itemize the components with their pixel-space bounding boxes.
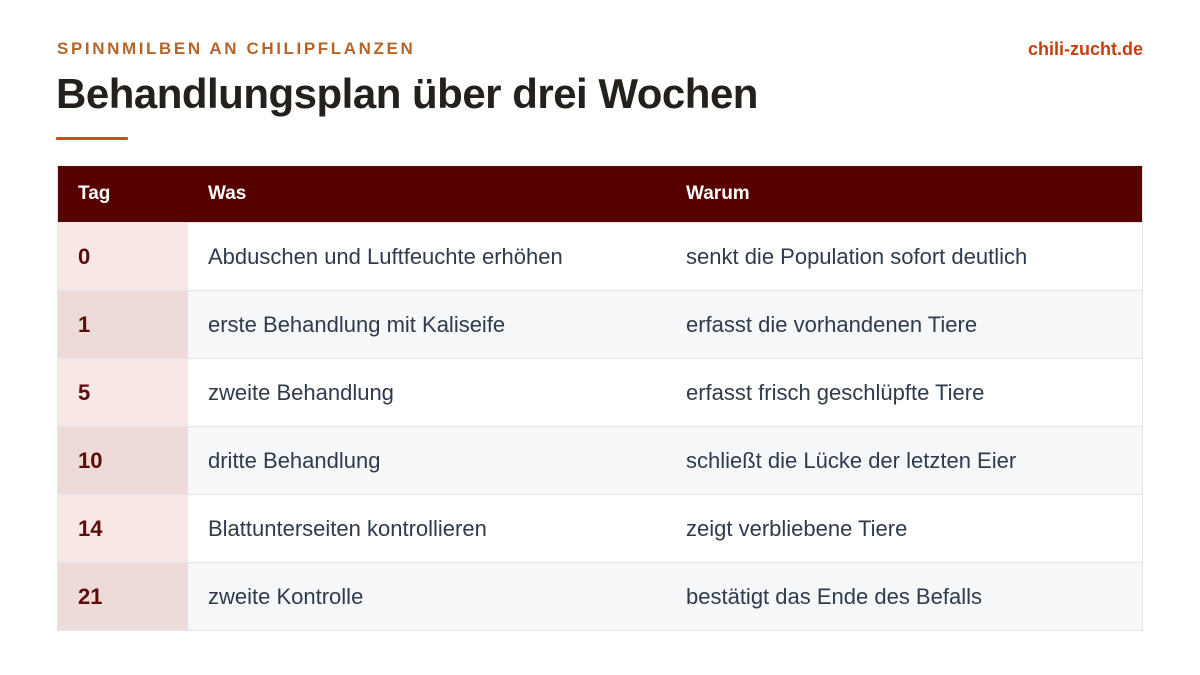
column-header-tag: Tag	[78, 183, 111, 204]
row-day-cell: 5	[58, 359, 188, 426]
row-day-cell: 1	[58, 291, 188, 358]
row-reason-cell: bestätigt das Ende des Befalls	[686, 583, 982, 609]
table-row: 14 Blattunterseiten kontrollieren zeigt …	[58, 494, 1142, 562]
row-day-cell: 14	[58, 495, 188, 562]
row-action-cell: Blattunterseiten kontrollieren	[208, 515, 487, 541]
row-action-cell: zweite Behandlung	[208, 379, 394, 405]
title-accent-divider	[56, 137, 128, 140]
row-day-cell: 10	[58, 427, 188, 494]
row-reason-cell: schließt die Lücke der letzten Eier	[686, 447, 1017, 473]
row-reason-cell: senkt die Population sofort deutlich	[686, 243, 1028, 269]
table-row: 21 zweite Kontrolle bestätigt das Ende d…	[58, 562, 1142, 630]
row-day-cell: 0	[58, 223, 188, 290]
row-action-cell: erste Behandlung mit Kaliseife	[208, 311, 506, 337]
page-title: Behandlungsplan über drei Wochen	[56, 70, 758, 117]
row-action-cell: zweite Kontrolle	[208, 583, 364, 609]
row-reason-cell: zeigt verbliebene Tiere	[686, 515, 908, 541]
row-day-cell: 21	[58, 563, 188, 630]
row-action-cell: Abduschen und Luftfeuchte erhöhen	[208, 243, 563, 269]
treatment-schedule-table: Tag Was Warum 0 Abduschen und Luftfeucht…	[57, 166, 1143, 631]
row-action-cell: dritte Behandlung	[208, 447, 381, 473]
row-reason-cell: erfasst die vorhandenen Tiere	[686, 311, 978, 337]
table-row: 10 dritte Behandlung schließt die Lücke …	[58, 426, 1142, 494]
table-row: 0 Abduschen und Luftfeuchte erhöhen senk…	[58, 222, 1142, 290]
eyebrow-label: SPINNMILBEN AN CHILIPFLANZEN	[57, 39, 416, 58]
column-header-was: Was	[208, 183, 247, 204]
table-row: 1 erste Behandlung mit Kaliseife erfasst…	[58, 290, 1142, 358]
column-header-warum: Warum	[686, 183, 750, 204]
row-reason-cell: erfasst frisch geschlüpfte Tiere	[686, 379, 985, 405]
brand-link[interactable]: chili-zucht.de	[1027, 39, 1143, 59]
table-header-row: Tag Was Warum	[58, 166, 1142, 222]
table-row: 5 zweite Behandlung erfasst frisch gesch…	[58, 358, 1142, 426]
